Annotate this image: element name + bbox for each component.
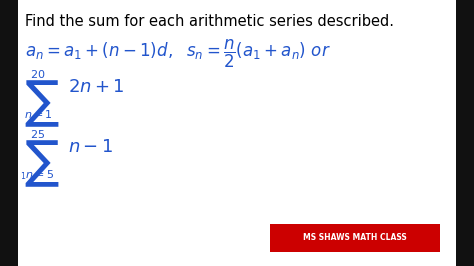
Text: $a_n = a_1 + (n-1)d,\ \ s_n = \dfrac{n}{2}(a_1 + a_n)\ or$: $a_n = a_1 + (n-1)d,\ \ s_n = \dfrac{n}{… [25,38,331,70]
Text: Find the sum for each arithmetic series described.: Find the sum for each arithmetic series … [25,14,394,29]
Text: $\sum$: $\sum$ [24,78,59,128]
Text: $\sum$: $\sum$ [24,138,59,189]
Bar [456,0,474,266]
Text: MS SHAWS MATH CLASS: MS SHAWS MATH CLASS [303,234,407,243]
Text: $20$: $20$ [30,68,46,80]
Text: $25$: $25$ [30,128,45,140]
Text: $_1n=5$: $_1n=5$ [20,168,54,182]
Bar [0,0,18,266]
Text: $2n+1$: $2n+1$ [68,78,125,96]
Text: $n-1$: $n-1$ [68,138,113,156]
Text: $n=1$: $n=1$ [24,108,53,120]
FancyBboxPatch shape [270,224,440,252]
